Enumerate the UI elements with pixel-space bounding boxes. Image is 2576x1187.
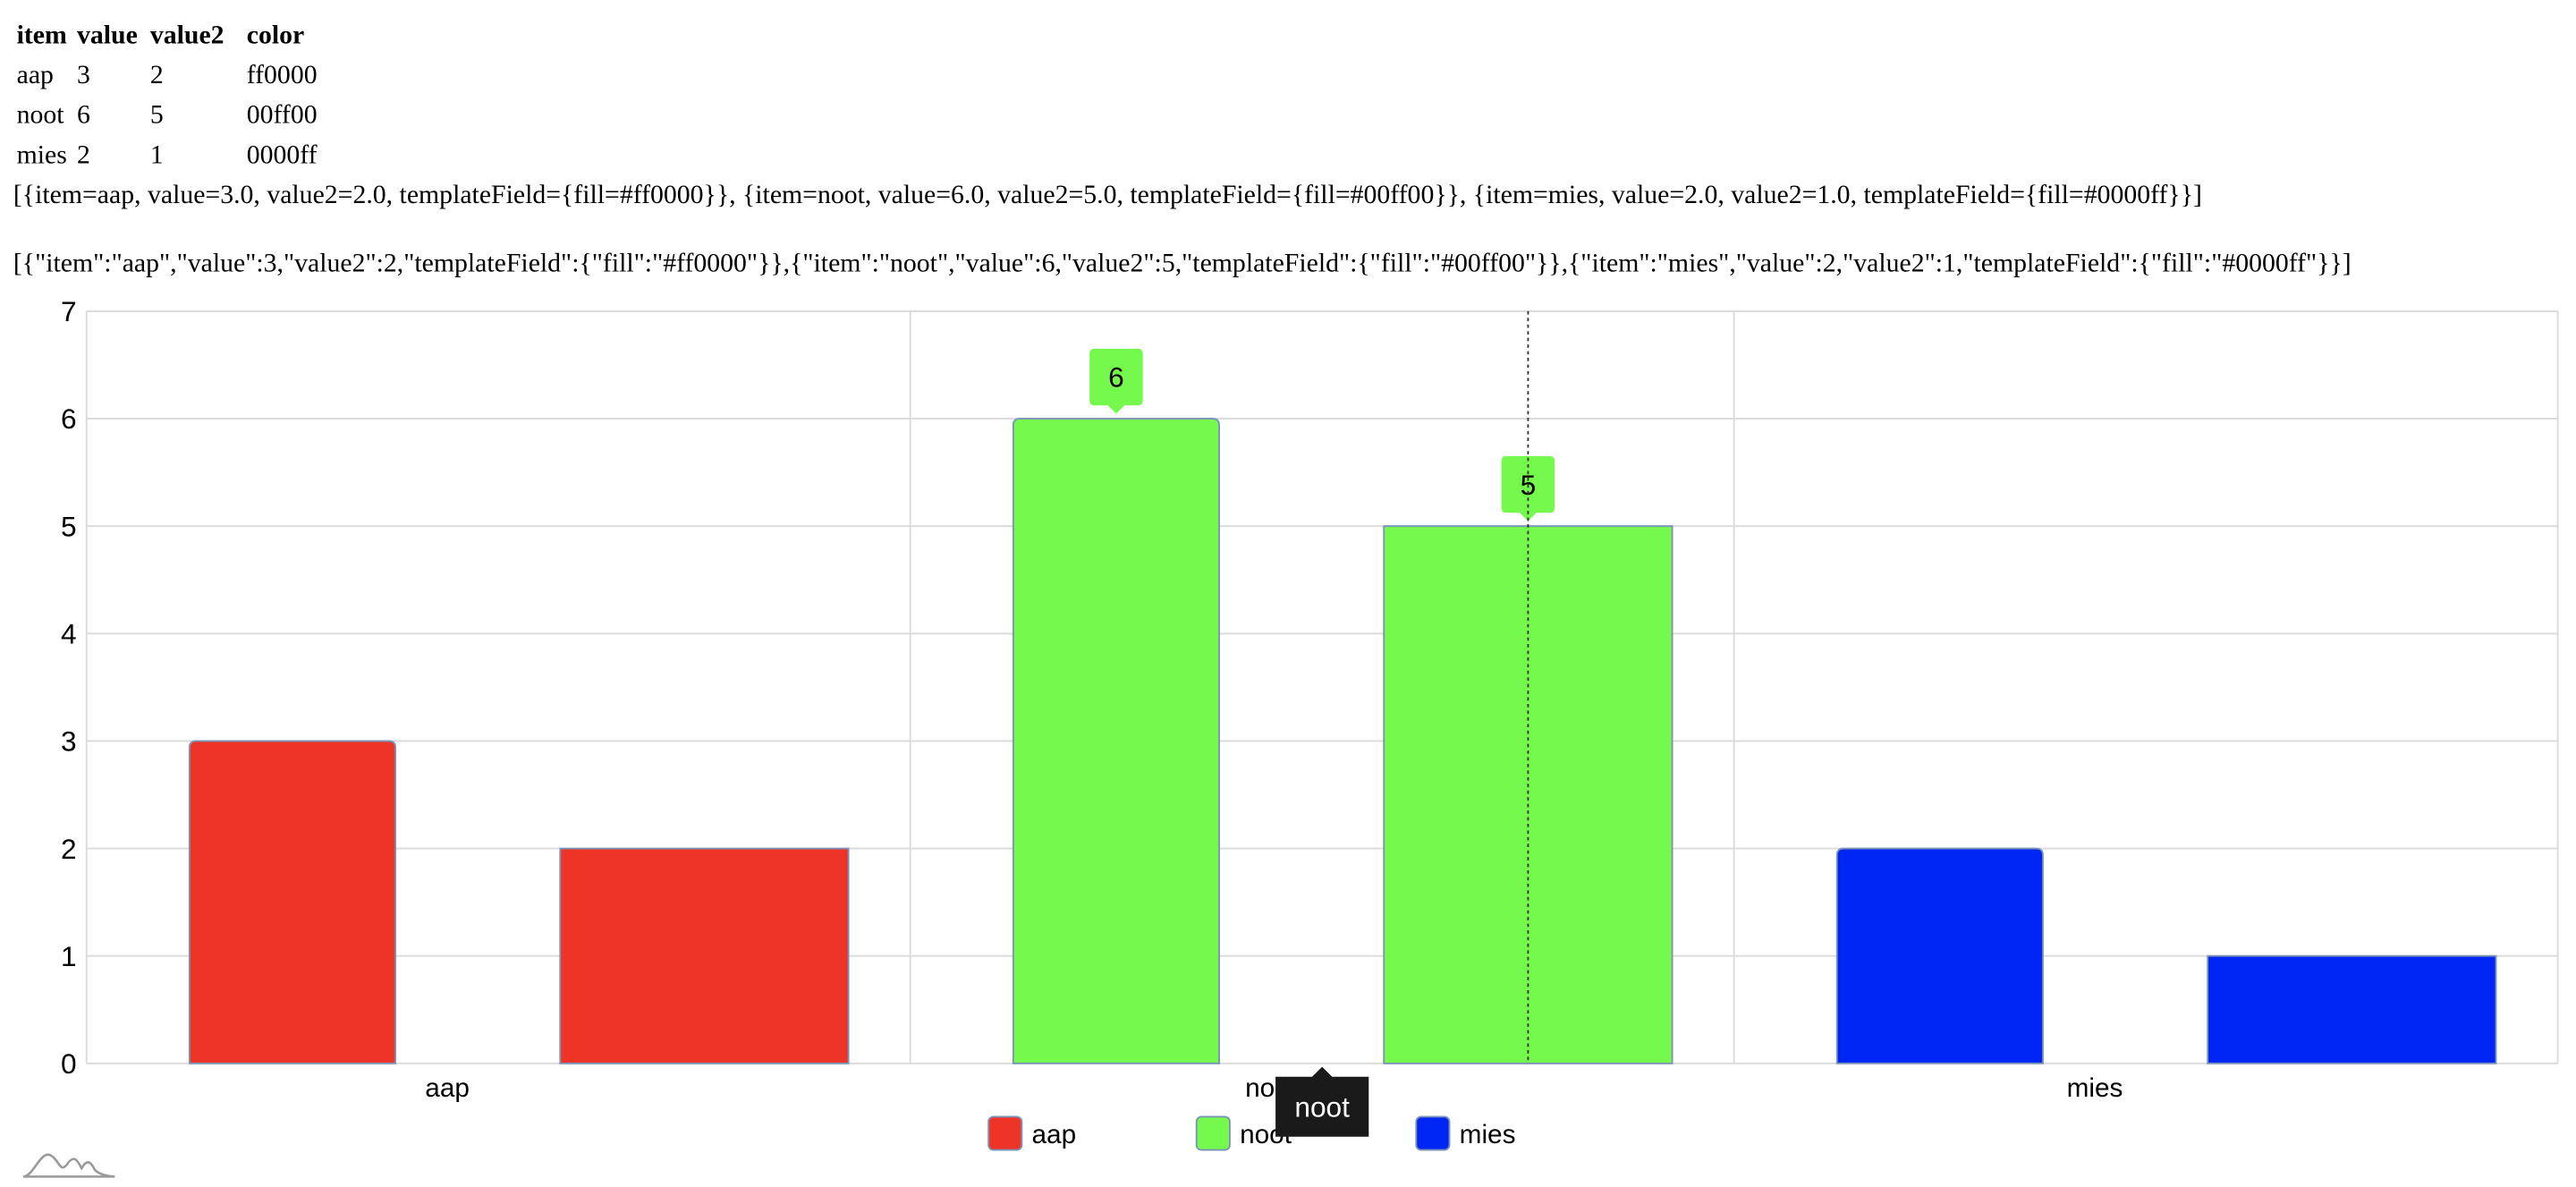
cell-item: mies (16, 141, 67, 170)
table-row: noot 6 5 00ff00 (13, 97, 320, 137)
cell-value: 2 (76, 141, 90, 170)
cell-item: noot (16, 101, 64, 131)
header-item: item (16, 21, 67, 50)
header-value: value (76, 21, 138, 50)
y-tick-label: 7 (61, 295, 77, 327)
category-tooltip (1275, 1066, 1369, 1137)
bar-noot-value (1012, 418, 1220, 1064)
bar-mies-value (1835, 847, 2044, 1064)
logo-icon (22, 1153, 115, 1178)
cell-value2: 2 (149, 61, 164, 90)
y-tick-label: 6 (61, 403, 77, 435)
bars (188, 418, 2497, 1064)
cell-color: 0000ff (246, 141, 318, 170)
data-table: item value value2 color aap 3 2 ff0000 n… (13, 17, 320, 177)
legend: aap noot mies (987, 1115, 1516, 1151)
data-label-bubble (1501, 456, 1555, 521)
table-header-row: item value value2 color (13, 17, 320, 57)
x-tick-label: mies (2067, 1073, 2123, 1103)
table-row: aap 3 2 ff0000 (13, 56, 320, 97)
bar-aap-value2 (559, 847, 850, 1064)
y-tick-label: 0 (61, 1047, 77, 1080)
data-label: 6 (1108, 361, 1124, 394)
table-row: mies 2 1 0000ff (13, 137, 320, 177)
bar-aap-value (188, 740, 397, 1064)
bar-mies-value2 (2207, 954, 2497, 1064)
category-tooltip-text: noot (1294, 1090, 1350, 1123)
legend-label-mies: mies (1460, 1120, 1516, 1149)
cell-value2: 5 (149, 101, 164, 131)
y-tick-label: 2 (61, 833, 77, 865)
data-dump-json: [{"item":"aap","value":3,"value2":2,"tem… (13, 250, 2351, 278)
y-tick-label: 1 (61, 940, 77, 972)
legend-label-aap: aap (1032, 1120, 1077, 1149)
cell-item: aap (16, 61, 54, 90)
x-axis: aap noot mies (425, 1073, 2123, 1103)
data-label-bubble (1089, 348, 1143, 414)
cell-color: 00ff00 (246, 101, 318, 131)
cell-color: ff0000 (246, 61, 318, 90)
data-dump-text: [{item=aap, value=3.0, value2=2.0, templ… (13, 181, 2202, 210)
logo (22, 1153, 115, 1178)
data-labels: 65 (1089, 348, 1555, 521)
y-tick-label: 3 (61, 725, 77, 758)
cell-value: 6 (76, 101, 90, 131)
grid (85, 309, 2559, 1064)
legend-marker-noot (1195, 1115, 1231, 1151)
y-tick-label: 5 (61, 510, 77, 542)
legend-marker-aap (987, 1115, 1023, 1151)
header-color: color (246, 21, 305, 50)
bar-noot-value2 (1383, 525, 1674, 1064)
y-tick-label: 4 (61, 617, 77, 649)
y-axis: 0 1 2 3 4 5 6 7 (61, 295, 77, 1080)
cell-value2: 1 (149, 141, 164, 170)
cell-value: 3 (76, 61, 90, 90)
x-tick-label: aap (425, 1073, 470, 1103)
cursor: noot (1275, 310, 1530, 1137)
legend-marker-mies (1415, 1115, 1451, 1151)
header-value2: value2 (149, 21, 225, 50)
